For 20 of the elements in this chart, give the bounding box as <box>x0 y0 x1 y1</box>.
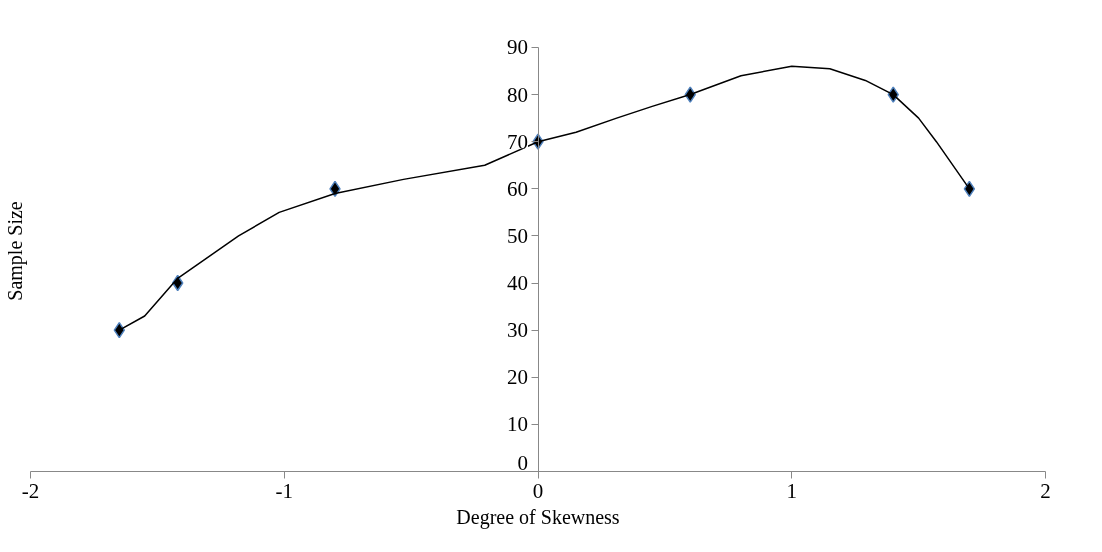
y-tick-label: 0 <box>517 450 528 475</box>
point <box>171 274 184 292</box>
y-axis-title: Sample Size <box>3 201 27 301</box>
y-tick-label: 10 <box>507 412 528 437</box>
y-tick-label: 20 <box>507 365 528 390</box>
y-tick-label: 60 <box>507 176 528 201</box>
x-tick-label: 1 <box>786 478 797 503</box>
x-axis-title: Degree of Skewness <box>456 505 620 529</box>
x-tick-label: -1 <box>275 478 293 503</box>
y-tick-label: 30 <box>507 318 528 343</box>
y-tick-label: 50 <box>507 223 528 248</box>
y-tick-label: 40 <box>507 271 528 296</box>
x-tick-label: 2 <box>1040 478 1051 503</box>
y-tick-label: 80 <box>507 82 528 107</box>
y-tick-label: 90 <box>507 35 528 60</box>
x-tick-label: -2 <box>21 478 40 503</box>
point <box>963 180 976 198</box>
point <box>113 321 126 339</box>
y-tick-label: 70 <box>507 129 528 154</box>
x-tick-label: 0 <box>532 478 544 503</box>
